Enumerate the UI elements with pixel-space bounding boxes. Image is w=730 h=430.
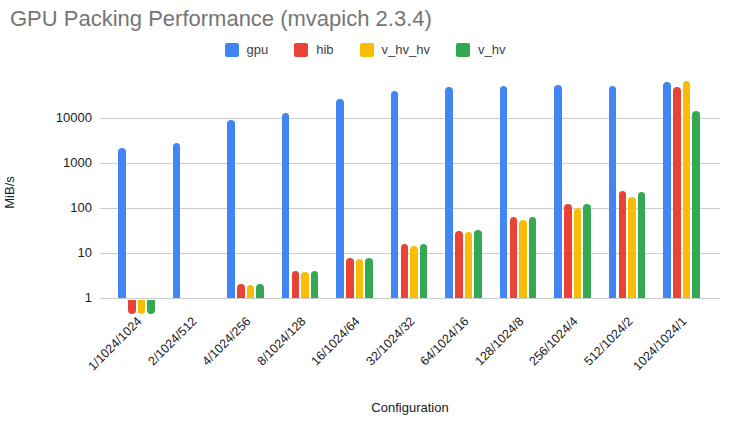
bar-gpu-32-1024-32 <box>391 91 399 298</box>
chart-legend: gpu hib v_hv_hv v_hv <box>0 42 730 57</box>
bar-gpu-2-1024-512 <box>173 143 181 298</box>
bar-v_hv-1024-1024-1 <box>692 111 700 298</box>
bar-gpu-4-1024-256 <box>227 120 235 298</box>
bar-v_hv-1-1024-1024 <box>147 300 155 314</box>
legend-swatch-hib <box>294 43 308 57</box>
bar-v_hv-256-1024-4 <box>583 204 591 298</box>
legend-swatch-gpu <box>225 43 239 57</box>
legend-label-gpu: gpu <box>247 42 269 57</box>
bar-v_hv-16-1024-64 <box>365 258 373 298</box>
bar-hib-256-1024-4 <box>564 204 572 298</box>
bar-v_hv_hv-256-1024-4 <box>574 208 582 298</box>
bar-v_hv-128-1024-8 <box>529 217 537 298</box>
y-tick-label-10000: 10000 <box>0 110 92 126</box>
bar-v_hv-32-1024-32 <box>420 244 428 298</box>
chart-title: GPU Packing Performance (mvapich 2.3.4) <box>10 6 432 32</box>
bar-v_hv_hv-512-1024-2 <box>628 197 636 298</box>
legend-swatch-v_hv_hv <box>360 43 374 57</box>
legend-label-v_hv: v_hv <box>478 42 505 57</box>
bar-gpu-8-1024-128 <box>282 113 290 298</box>
gpu-packing-performance-chart: GPU Packing Performance (mvapich 2.3.4) … <box>0 0 730 430</box>
bar-hib-32-1024-32 <box>401 244 409 298</box>
bar-hib-1024-1024-1 <box>673 87 681 298</box>
legend-label-v_hv_hv: v_hv_hv <box>382 42 430 57</box>
bar-v_hv_hv-8-1024-128 <box>301 272 309 298</box>
gridline-10000 <box>100 118 720 119</box>
bar-v_hv-64-1024-16 <box>474 230 482 298</box>
bar-hib-4-1024-256 <box>237 284 245 298</box>
bar-hib-64-1024-16 <box>455 231 463 298</box>
gridline-1 <box>100 298 720 299</box>
bar-v_hv-4-1024-256 <box>256 284 264 298</box>
bar-v_hv_hv-1024-1024-1 <box>683 81 691 298</box>
bar-gpu-64-1024-16 <box>445 87 453 298</box>
legend-swatch-v_hv <box>456 43 470 57</box>
bar-v_hv-512-1024-2 <box>638 192 646 298</box>
legend-label-hib: hib <box>316 42 333 57</box>
bar-gpu-128-1024-8 <box>500 86 508 298</box>
bar-v_hv_hv-32-1024-32 <box>410 246 418 298</box>
y-tick-label-10: 10 <box>0 245 92 261</box>
legend-item-hib: hib <box>294 42 333 57</box>
bar-hib-16-1024-64 <box>346 258 354 298</box>
bar-gpu-256-1024-4 <box>554 85 562 298</box>
bar-v_hv_hv-16-1024-64 <box>356 259 364 298</box>
bar-gpu-512-1024-2 <box>609 86 617 298</box>
y-tick-label-1000: 1000 <box>0 155 92 171</box>
bar-hib-8-1024-128 <box>292 271 300 298</box>
bar-v_hv_hv-4-1024-256 <box>247 285 255 298</box>
bar-hib-512-1024-2 <box>619 191 627 298</box>
bar-gpu-1-1024-1024 <box>118 148 126 298</box>
x-axis-title: Configuration <box>100 400 720 415</box>
bar-v_hv_hv-64-1024-16 <box>465 232 473 298</box>
gridline-100 <box>100 208 720 209</box>
bar-gpu-16-1024-64 <box>336 99 344 298</box>
bar-hib-128-1024-8 <box>510 217 518 298</box>
legend-item-gpu: gpu <box>225 42 269 57</box>
gridline-1000 <box>100 163 720 164</box>
bar-gpu-1024-1024-1 <box>663 82 671 298</box>
legend-item-v_hv: v_hv <box>456 42 505 57</box>
bar-v_hv_hv-128-1024-8 <box>519 220 527 298</box>
bar-v_hv-8-1024-128 <box>311 271 319 298</box>
y-tick-label-1: 1 <box>0 290 92 306</box>
legend-item-v_hv_hv: v_hv_hv <box>360 42 430 57</box>
bar-hib-1-1024-1024 <box>128 300 136 314</box>
y-tick-label-100: 100 <box>0 200 92 216</box>
bar-v_hv_hv-1-1024-1024 <box>138 300 146 314</box>
